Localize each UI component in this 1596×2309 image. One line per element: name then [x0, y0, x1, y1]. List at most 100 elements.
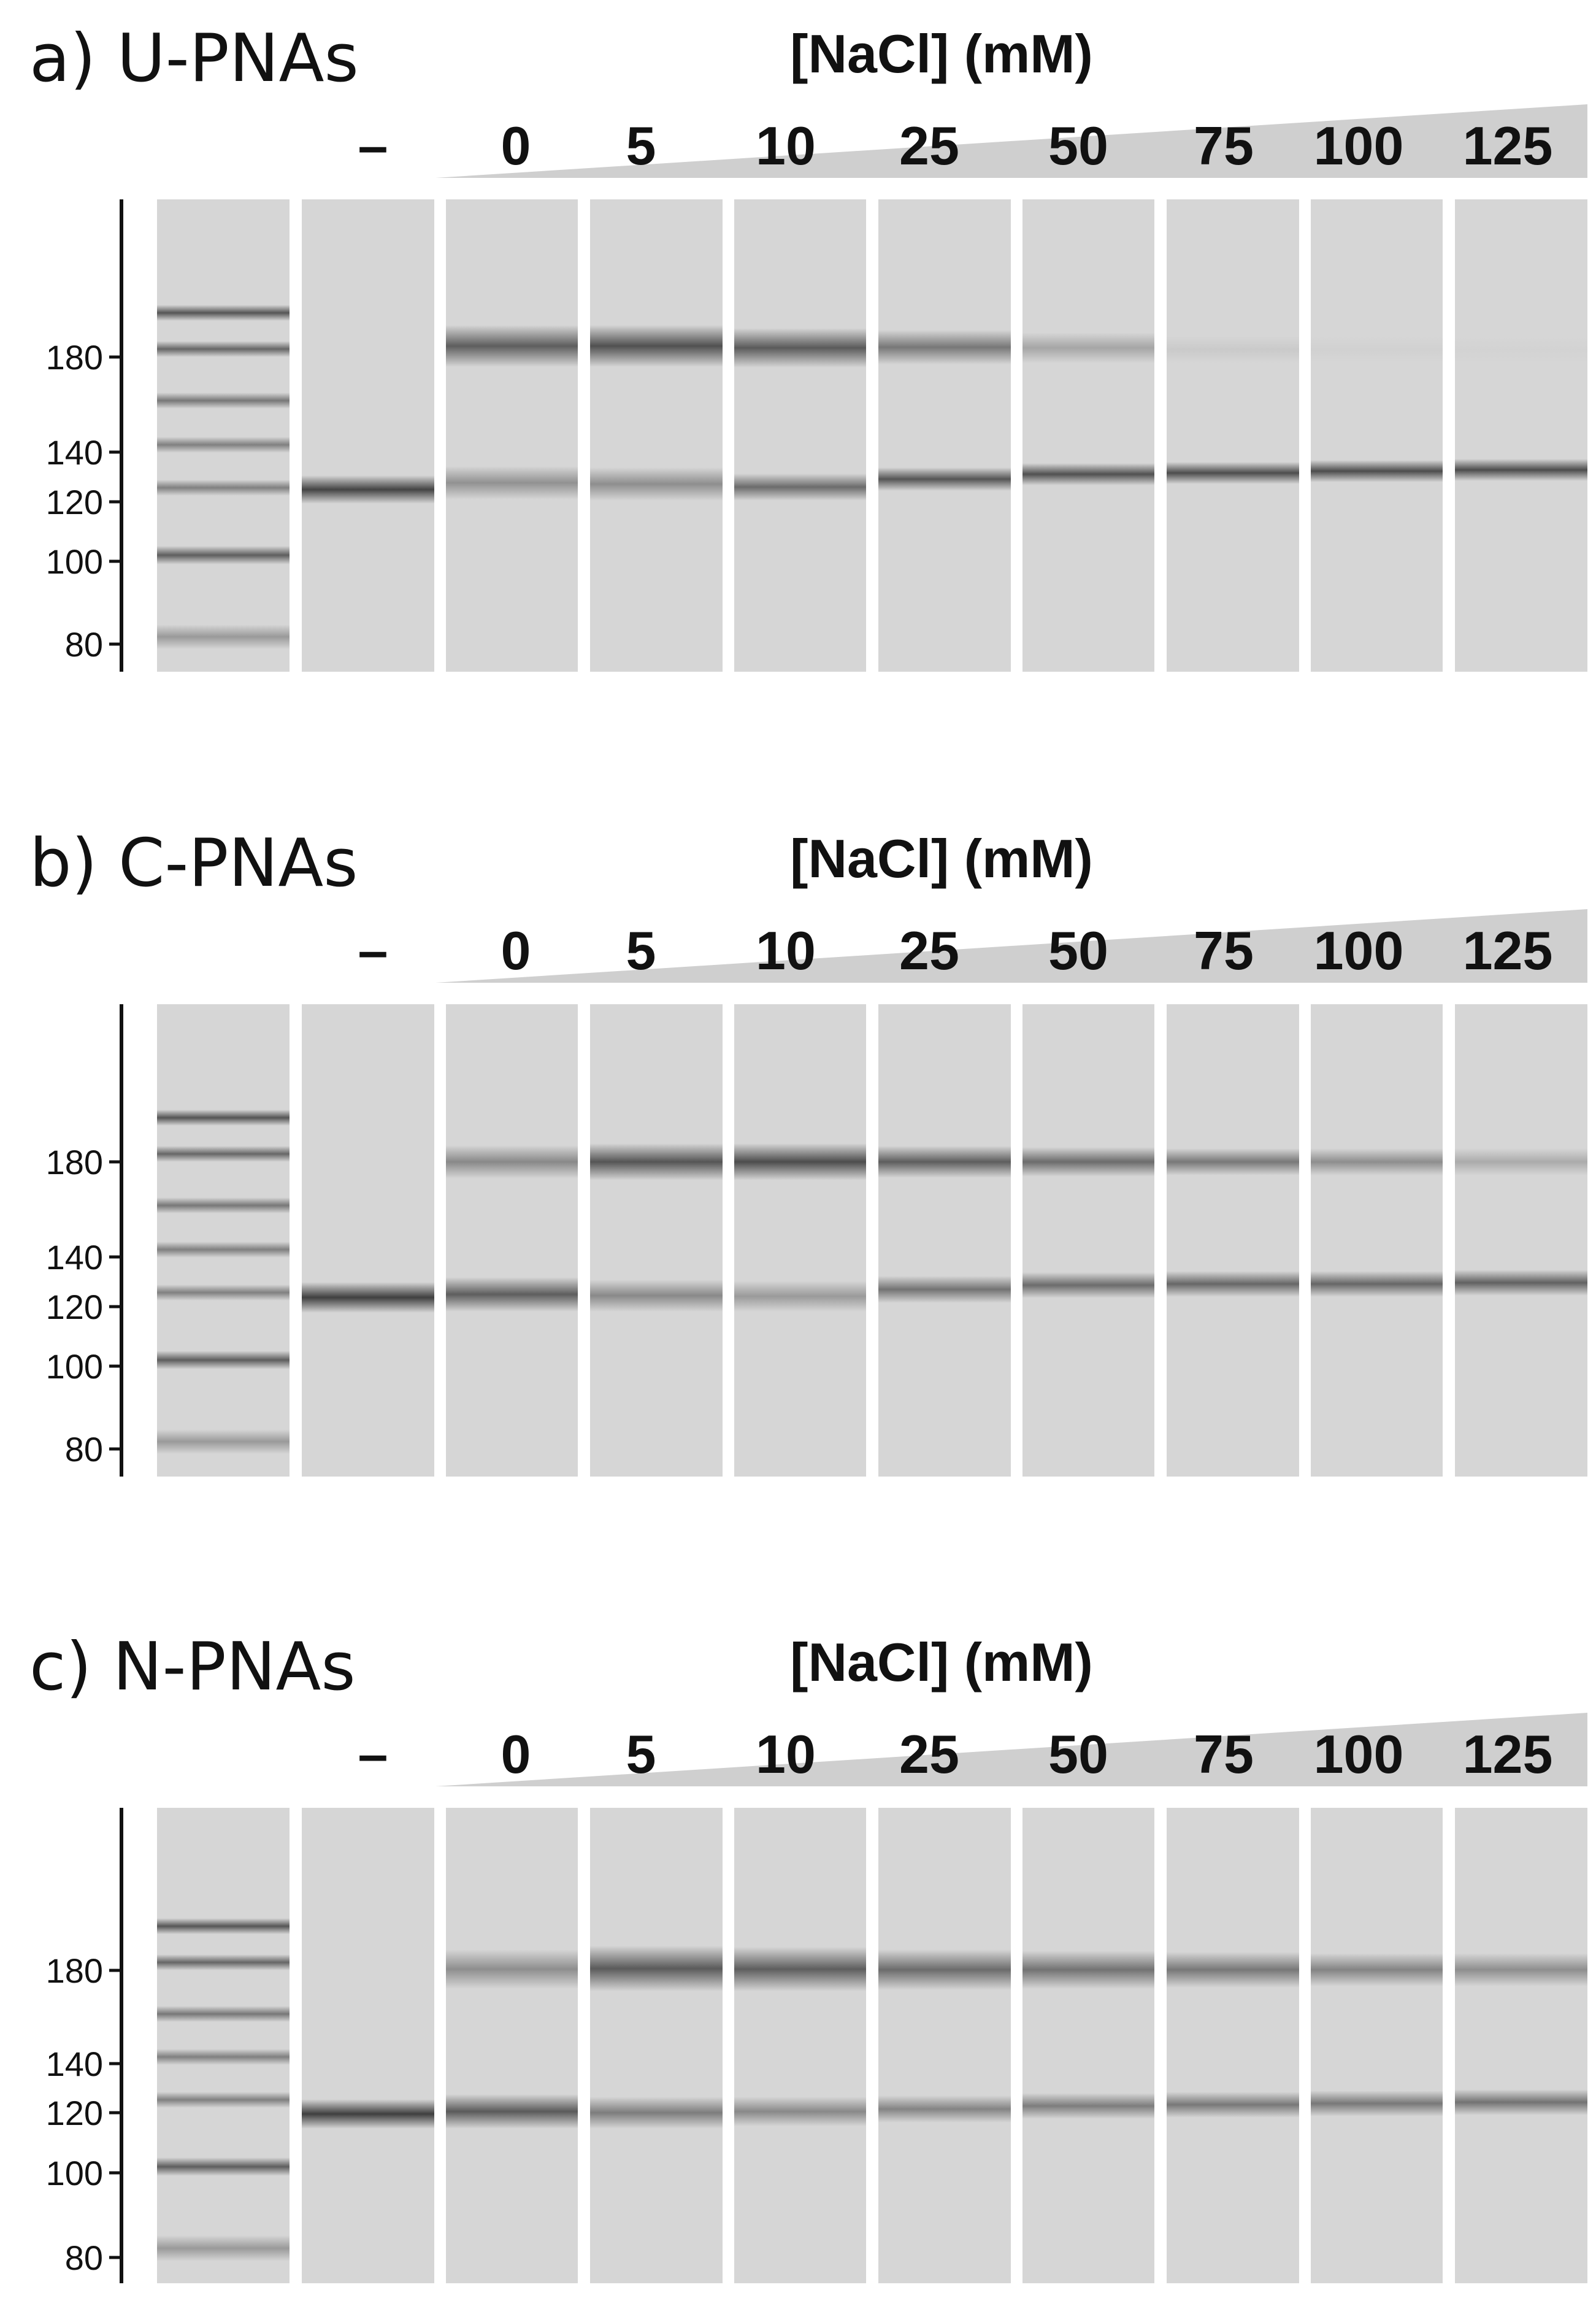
lane-1: [590, 199, 723, 672]
lane-2: [734, 1808, 866, 2283]
band-upper: [1167, 1148, 1299, 1175]
concentration-label: 0: [501, 920, 531, 981]
band-control: [302, 475, 434, 504]
band-upper: [446, 1950, 578, 1989]
band-lower: [1167, 462, 1299, 484]
band-upper: [1167, 336, 1299, 363]
lane-3: [878, 1004, 1011, 1477]
band-lower: [1311, 2091, 1443, 2116]
band-lower: [878, 2096, 1011, 2123]
band-lower: [1167, 1271, 1299, 1297]
tick-label-120: 120: [46, 2094, 103, 2132]
lane-7: [1455, 1004, 1587, 1477]
band-lower: [590, 467, 723, 501]
band-lower: [590, 2097, 723, 2129]
band-upper: [878, 1146, 1011, 1178]
concentration-label: 75: [1194, 1724, 1254, 1785]
band-lower: [1022, 1272, 1154, 1298]
band-upper: [1022, 1147, 1154, 1177]
band-lower: [446, 1277, 578, 1312]
lane-5: [1167, 1808, 1299, 2283]
lane-6: [1311, 199, 1443, 672]
lane-6: [1311, 1004, 1443, 1477]
concentration-label: 25: [899, 1724, 959, 1785]
band-control: [302, 2099, 434, 2129]
band-lower: [1022, 2093, 1154, 2119]
lane-4: [1022, 1808, 1154, 2283]
tick-label-100: 100: [46, 542, 103, 581]
lane-ladder: [157, 1808, 290, 2283]
band-lower: [1022, 463, 1154, 485]
band-upper: [878, 1950, 1011, 1990]
band-lower: [446, 2094, 578, 2129]
band-upper: [1455, 1953, 1587, 1986]
band-lower: [878, 467, 1011, 491]
band-upper: [590, 325, 723, 367]
tick-label-180: 180: [46, 1143, 103, 1181]
concentration-label: 10: [756, 115, 816, 176]
concentration-wedge: [435, 909, 1587, 983]
sample-lanes: [446, 199, 1587, 672]
band-upper: [446, 325, 578, 367]
lane-1: [590, 1004, 723, 1477]
band-upper: [1022, 332, 1154, 363]
panel-c: c) N-PNAs [NaCl] (mM) – 0 5 10 25 50 75 …: [29, 1629, 1587, 2283]
band-lower: [878, 1276, 1011, 1303]
concentration-label: 5: [626, 1724, 656, 1785]
lane-1: [590, 1808, 723, 2283]
band-lower: [1455, 1270, 1587, 1296]
lane-0: [446, 1004, 578, 1477]
concentration-label: 5: [626, 115, 656, 176]
concentration-label: 5: [626, 920, 656, 981]
concentration-label: 75: [1194, 115, 1254, 176]
concentration-label: 0: [501, 1724, 531, 1785]
tick-label-140: 140: [46, 1238, 103, 1277]
band-lower: [734, 474, 866, 501]
band-upper: [734, 1143, 866, 1180]
band-lower: [1311, 1271, 1443, 1297]
band-upper: [734, 1947, 866, 1991]
concentration-wedge: [435, 104, 1587, 178]
lane-5: [1167, 1004, 1299, 1477]
concentration-label: 75: [1194, 920, 1254, 981]
lane-2: [734, 1004, 866, 1477]
band-upper: [734, 328, 866, 367]
lane-2: [734, 199, 866, 672]
lane-4: [1022, 199, 1154, 672]
concentration-label: 125: [1463, 920, 1553, 981]
control-label: –: [358, 115, 388, 176]
concentration-label: 100: [1314, 1724, 1404, 1785]
sample-lanes: [446, 1808, 1587, 2283]
lane-ladder: [157, 1004, 290, 1477]
concentration-label: 50: [1048, 920, 1108, 981]
tick-label-180: 180: [46, 1951, 103, 1990]
tick-label-100: 100: [46, 2154, 103, 2192]
tick-label-140: 140: [46, 2045, 103, 2083]
band-upper: [1311, 1148, 1443, 1175]
lane-5: [1167, 199, 1299, 672]
lane-3: [878, 199, 1011, 672]
lane-ladder: [157, 199, 290, 672]
tick-label-100: 100: [46, 1347, 103, 1386]
tick-label-80: 80: [65, 625, 103, 664]
band-lower: [734, 2097, 866, 2126]
lane-7: [1455, 1808, 1587, 2283]
band-lower: [1455, 459, 1587, 481]
sample-lanes: [446, 1004, 1587, 1477]
concentration-wedge: [435, 1713, 1587, 1786]
panel-label: c) N-PNAs: [29, 1629, 356, 1705]
lane-3: [878, 1808, 1011, 2283]
lane-0: [446, 199, 578, 672]
lane-control: [302, 199, 434, 672]
band-lower: [1311, 460, 1443, 482]
tick-label-120: 120: [46, 1288, 103, 1326]
band-upper: [878, 330, 1011, 364]
column-header: [NaCl] (mM): [790, 1632, 1093, 1692]
band-upper: [1311, 1953, 1443, 1986]
band-upper: [1455, 336, 1587, 363]
band-lower: [1455, 2089, 1587, 2115]
concentration-label: 25: [899, 115, 959, 176]
concentration-label: 100: [1314, 920, 1404, 981]
concentration-label: 125: [1463, 115, 1553, 176]
